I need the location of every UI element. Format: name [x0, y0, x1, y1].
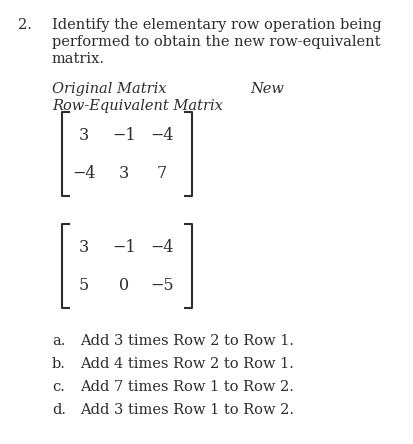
- Text: 3: 3: [79, 238, 89, 255]
- Text: 7: 7: [157, 164, 167, 182]
- Text: b.: b.: [52, 357, 66, 371]
- Text: −4: −4: [72, 164, 95, 182]
- Text: 0: 0: [119, 277, 129, 293]
- Text: Add 7 times Row 1 to Row 2.: Add 7 times Row 1 to Row 2.: [80, 380, 293, 394]
- Text: Original Matrix: Original Matrix: [52, 82, 166, 96]
- Text: New: New: [249, 82, 283, 96]
- Text: performed to obtain the new row-equivalent: performed to obtain the new row-equivale…: [52, 35, 380, 49]
- Text: Add 3 times Row 2 to Row 1.: Add 3 times Row 2 to Row 1.: [80, 334, 293, 348]
- Text: Row-Equivalent Matrix: Row-Equivalent Matrix: [52, 99, 222, 113]
- Text: −4: −4: [150, 238, 173, 255]
- Text: Identify the elementary row operation being: Identify the elementary row operation be…: [52, 18, 381, 32]
- Text: 3: 3: [119, 164, 129, 182]
- Text: Add 4 times Row 2 to Row 1.: Add 4 times Row 2 to Row 1.: [80, 357, 293, 371]
- Text: −1: −1: [112, 238, 135, 255]
- Text: 5: 5: [79, 277, 89, 293]
- Text: d.: d.: [52, 403, 66, 417]
- Text: −4: −4: [150, 127, 173, 143]
- Text: 2.: 2.: [18, 18, 32, 32]
- Text: −1: −1: [112, 127, 135, 143]
- Text: matrix.: matrix.: [52, 52, 105, 66]
- Text: 3: 3: [79, 127, 89, 143]
- Text: c.: c.: [52, 380, 65, 394]
- Text: −5: −5: [150, 277, 173, 293]
- Text: a.: a.: [52, 334, 65, 348]
- Text: Add 3 times Row 1 to Row 2.: Add 3 times Row 1 to Row 2.: [80, 403, 293, 417]
